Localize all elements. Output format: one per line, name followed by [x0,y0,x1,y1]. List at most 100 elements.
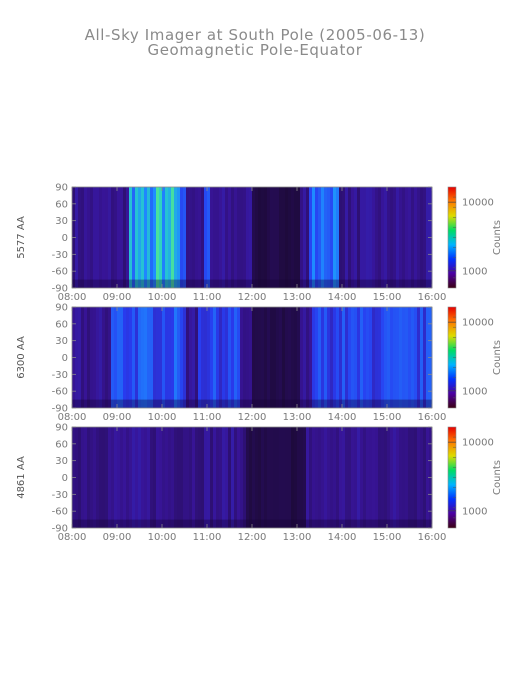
x-tick-label: 14:00 [328,532,357,543]
heatmap-column [180,427,184,528]
heatmap-column [189,427,193,528]
heatmap-column [309,187,313,288]
heatmap-column [342,307,346,408]
heatmap-column [156,427,160,528]
heatmap-column [189,187,193,288]
x-tick-label: 15:00 [373,532,402,543]
heatmap-column [336,187,340,288]
heatmap-column [396,187,400,288]
heatmap-column [228,307,232,408]
heatmap-column [195,307,199,408]
heatmap-column [201,187,205,288]
heatmap-column [339,307,343,408]
heatmap-column [288,427,292,528]
y-axis-label: 4861 AA [16,456,27,499]
heatmap-column [306,427,310,528]
heatmap-column [420,427,424,528]
heatmap-column [372,427,376,528]
heatmap-column [252,187,256,288]
heatmap-column [153,427,157,528]
x-tick-label: 11:00 [193,292,222,303]
heatmap-column [375,307,379,408]
heatmap-column [309,427,313,528]
heatmap-column [204,187,208,288]
heatmap-column [267,307,271,408]
heatmap-column [399,307,403,408]
x-tick-label: 09:00 [103,292,132,303]
heatmap-column [168,427,172,528]
heatmap-column [129,307,133,408]
heatmap-column [258,427,262,528]
heatmap-column [264,187,268,288]
heatmap-column [288,307,292,408]
heatmap-column [348,187,352,288]
heatmap-column [234,427,238,528]
heatmap-column [378,307,382,408]
x-tick-label: 09:00 [103,532,132,543]
heatmap-column [303,307,307,408]
y-tick-label: 90 [55,183,68,194]
heatmap-column [201,427,205,528]
heatmap-column [258,187,262,288]
heatmap-column [381,187,385,288]
heatmap-column [168,307,172,408]
heatmap-column [357,427,361,528]
heatmap-column [291,307,295,408]
heatmap-column [363,427,367,528]
heatmap-column [81,427,85,528]
heatmap-column [282,307,286,408]
y-axis-label: 6300 AA [16,336,27,379]
heatmap-column [351,427,355,528]
heatmap-column [198,187,202,288]
x-tick-label: 08:00 [58,412,87,423]
colorbar-tick-label: 1000 [462,506,487,517]
heatmap-column [408,427,412,528]
heatmap-column [132,427,136,528]
heatmap-column [294,427,298,528]
heatmap-column [144,187,148,288]
heatmap-column [123,187,127,288]
heatmap-column [225,427,229,528]
heatmap-column [222,187,226,288]
heatmap-column [294,187,298,288]
heatmap-column [99,427,103,528]
heatmap-column [153,307,157,408]
heatmap-column [123,427,127,528]
heatmap-column [207,427,211,528]
heatmap-column [96,187,100,288]
heatmap-column [342,187,346,288]
heatmap-column [384,187,388,288]
heatmap-column [78,307,82,408]
heatmap-column [96,427,100,528]
x-tick-label: 10:00 [148,292,177,303]
heatmap-column [375,187,379,288]
heatmap-column [261,307,265,408]
heatmap-column [384,427,388,528]
heatmap-column [411,427,415,528]
heatmap-column [249,307,253,408]
heatmap-column [291,187,295,288]
heatmap-column [267,427,271,528]
heatmap-column [423,187,427,288]
heatmap-column [75,427,79,528]
heatmap-column [390,307,394,408]
heatmap-column [147,187,151,288]
x-tick-label: 08:00 [58,292,87,303]
heatmap-column [177,187,181,288]
heatmap-column [315,307,319,408]
x-tick-label: 16:00 [418,292,447,303]
y-tick-label: -30 [52,370,68,381]
heatmap-column [111,427,115,528]
heatmap-column [348,427,352,528]
heatmap-column [120,427,124,528]
heatmap-column [327,427,331,528]
heatmap-column [138,187,142,288]
heatmap-column [219,307,223,408]
heatmap-column [198,307,202,408]
heatmap-column [330,427,334,528]
heatmap-column [87,307,91,408]
heatmap-column [114,307,118,408]
heatmap-column [393,427,397,528]
y-tick-label: 0 [62,473,68,484]
